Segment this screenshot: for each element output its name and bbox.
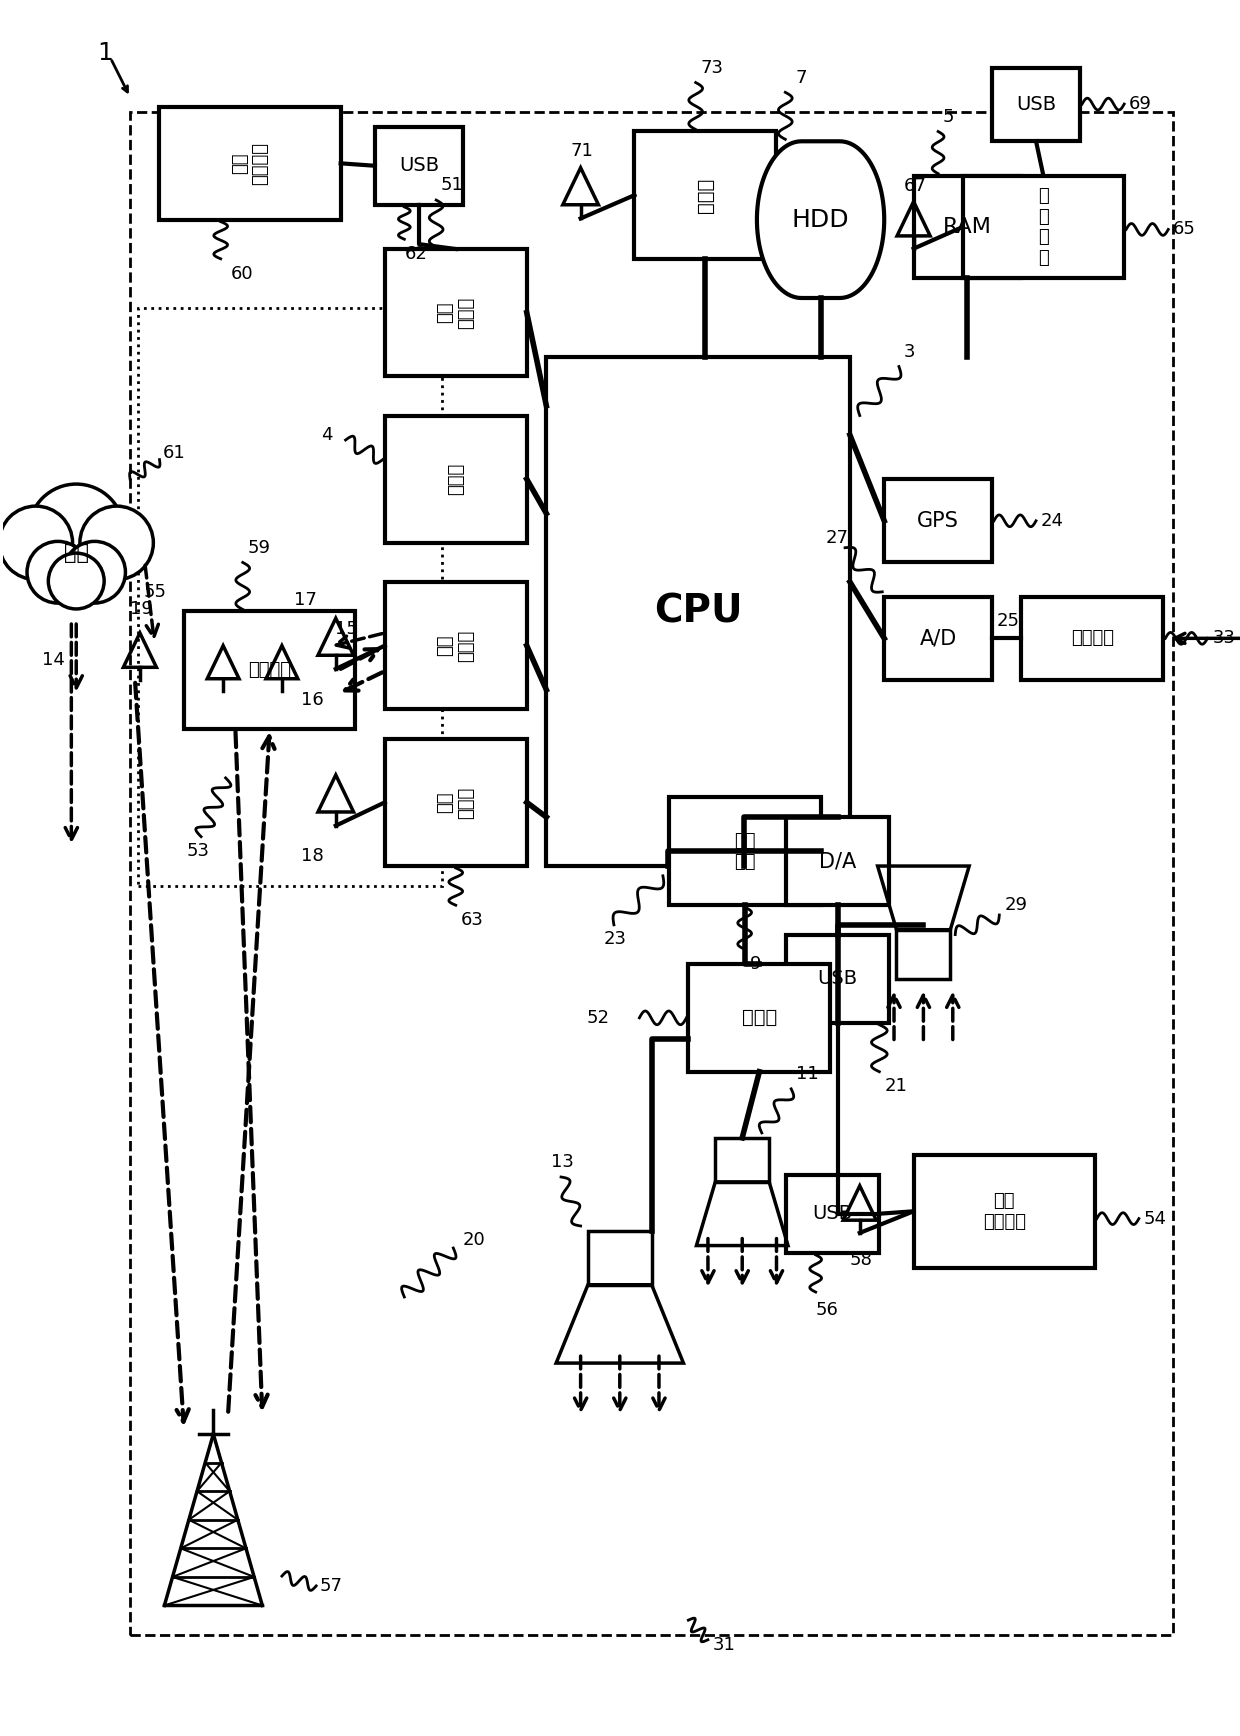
Bar: [184, 611, 356, 729]
Text: 65: 65: [1173, 220, 1197, 238]
Text: USB: USB: [1016, 95, 1056, 115]
Bar: [897, 930, 950, 979]
Bar: [884, 479, 992, 562]
Circle shape: [48, 554, 104, 609]
Bar: [1022, 597, 1163, 681]
Text: 17: 17: [294, 590, 317, 609]
Bar: [384, 415, 527, 543]
Text: CPU: CPU: [653, 592, 743, 630]
Text: USB: USB: [399, 156, 439, 175]
Text: GPS: GPS: [918, 510, 959, 531]
Bar: [786, 818, 889, 904]
Text: 4: 4: [321, 425, 332, 444]
Circle shape: [0, 507, 73, 580]
Bar: [786, 934, 889, 1023]
Text: 3: 3: [904, 344, 915, 361]
Text: 放大器: 放大器: [742, 1009, 777, 1028]
Text: 58: 58: [849, 1252, 873, 1269]
Text: D/A: D/A: [820, 851, 857, 871]
Text: 显示器: 显示器: [446, 464, 465, 495]
Text: 16: 16: [301, 691, 324, 708]
Bar: [992, 68, 1080, 141]
Polygon shape: [756, 141, 884, 299]
Bar: [138, 307, 441, 885]
Bar: [384, 582, 527, 710]
Text: 24: 24: [1040, 512, 1064, 529]
Bar: [160, 108, 341, 220]
Text: 辅助输入: 辅助输入: [1071, 630, 1114, 648]
Text: 51: 51: [441, 177, 464, 194]
Text: 19: 19: [130, 601, 153, 618]
Text: 7: 7: [795, 69, 806, 87]
Text: 辅
助
装
置: 辅 助 装 置: [1038, 187, 1049, 267]
Bar: [884, 597, 992, 681]
Text: 25: 25: [997, 611, 1019, 630]
Text: 29: 29: [1004, 896, 1027, 915]
Text: 移动装置: 移动装置: [248, 661, 291, 679]
Text: A/D: A/D: [920, 628, 957, 648]
Bar: [962, 175, 1125, 278]
Bar: [130, 111, 1173, 1635]
Text: 路由器: 路由器: [696, 177, 715, 214]
Text: USB: USB: [812, 1205, 853, 1224]
Text: 27: 27: [826, 529, 848, 547]
Text: 59: 59: [248, 538, 270, 557]
Text: 23: 23: [604, 930, 627, 948]
Text: 车辆
导航装置: 车辆 导航装置: [231, 142, 269, 184]
Text: 56: 56: [816, 1300, 838, 1319]
Bar: [635, 132, 776, 259]
Text: 13: 13: [552, 1153, 574, 1172]
Text: 14: 14: [42, 651, 64, 670]
Text: 9: 9: [749, 955, 761, 972]
Text: 网络: 网络: [63, 543, 89, 562]
Text: RAM: RAM: [944, 217, 992, 238]
Text: 18: 18: [301, 847, 324, 865]
Bar: [384, 248, 527, 377]
Bar: [384, 740, 527, 866]
Bar: [547, 358, 849, 866]
Circle shape: [27, 542, 89, 602]
Text: 21: 21: [884, 1078, 908, 1095]
Text: 31: 31: [713, 1635, 735, 1654]
Text: 个人
导航装置: 个人 导航装置: [983, 1193, 1025, 1231]
Text: 54: 54: [1143, 1210, 1167, 1227]
Bar: [688, 963, 831, 1071]
Text: HDD: HDD: [792, 208, 849, 231]
Text: 15: 15: [335, 620, 357, 639]
Text: 输入
选择器: 输入 选择器: [436, 297, 475, 328]
Bar: [715, 1137, 769, 1182]
Bar: [914, 1154, 1095, 1267]
Text: 5: 5: [942, 108, 955, 125]
Text: 53: 53: [186, 842, 210, 861]
Text: 调制
解调器: 调制 解调器: [436, 786, 475, 818]
Text: 60: 60: [231, 264, 253, 283]
Text: 1: 1: [98, 42, 114, 66]
Text: 11: 11: [796, 1066, 818, 1083]
Text: 蓝牙
配对: 蓝牙 配对: [734, 832, 755, 871]
Circle shape: [29, 484, 124, 580]
Text: 55: 55: [144, 583, 167, 601]
Text: 63: 63: [460, 911, 484, 929]
Text: 61: 61: [162, 444, 185, 462]
Text: 62: 62: [404, 245, 428, 262]
Text: 52: 52: [587, 1009, 610, 1028]
Text: 69: 69: [1130, 95, 1152, 113]
Bar: [588, 1231, 652, 1285]
Bar: [668, 797, 821, 904]
Text: 蓝牙
收发器: 蓝牙 收发器: [436, 630, 475, 661]
Bar: [914, 175, 1022, 278]
Text: 57: 57: [319, 1576, 342, 1595]
Text: 71: 71: [570, 142, 594, 160]
Text: 67: 67: [904, 177, 926, 194]
Bar: [374, 127, 463, 205]
Bar: [786, 1175, 879, 1253]
Text: 33: 33: [1213, 630, 1235, 648]
Circle shape: [79, 507, 154, 580]
Text: 73: 73: [701, 59, 724, 76]
Circle shape: [63, 542, 125, 602]
Text: 20: 20: [463, 1231, 486, 1250]
Text: USB: USB: [817, 969, 858, 988]
